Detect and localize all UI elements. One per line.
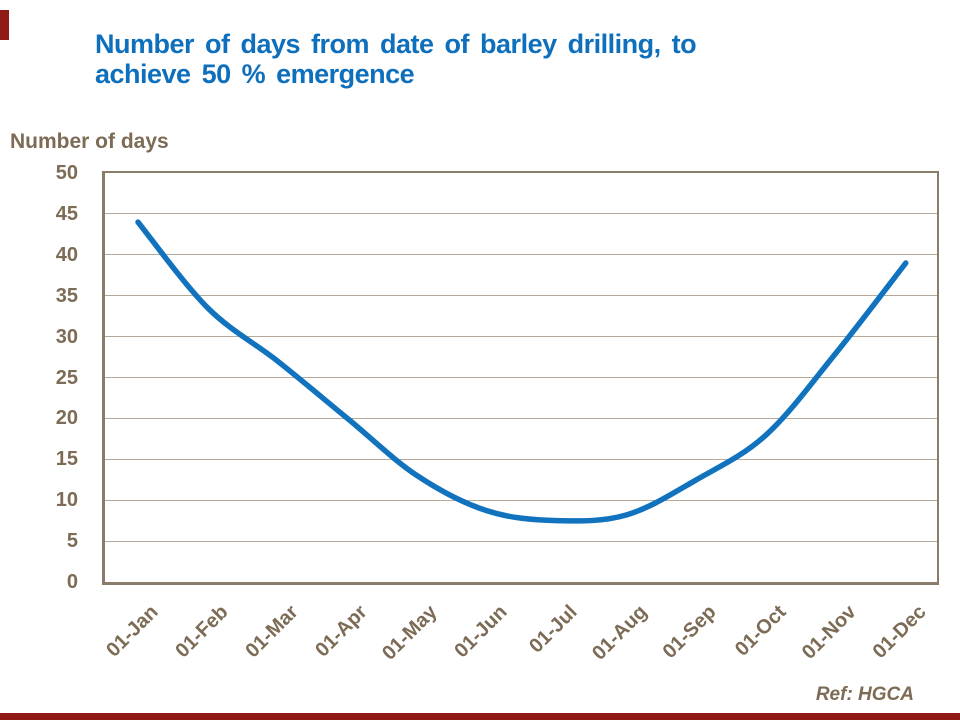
x-tick-label-01-Sep: 01-Sep xyxy=(659,601,721,663)
x-tick-label-01-Feb: 01-Feb xyxy=(171,601,233,663)
gridline-y-45 xyxy=(105,213,937,215)
x-tick-label-01-Dec: 01-Dec xyxy=(868,601,931,663)
gridline-y-40 xyxy=(105,254,937,256)
accent-bar-top-left xyxy=(0,10,9,40)
x-tick-label-01-Oct: 01-Oct xyxy=(731,601,791,661)
plot-area xyxy=(102,171,939,585)
y-tick-label-10: 10 xyxy=(55,489,78,512)
y-tick-label-40: 40 xyxy=(55,243,78,266)
x-tick-label-01-Jan: 01-Jan xyxy=(102,601,163,662)
y-tick-label-25: 25 xyxy=(55,366,78,389)
gridline-y-5 xyxy=(105,540,937,542)
reference-note: Ref: HGCA xyxy=(815,684,914,705)
y-tick-label-50: 50 xyxy=(55,162,78,184)
chart-title-line1: Number of days from date of barley drill… xyxy=(95,29,697,59)
x-tick-label-01-Jul: 01-Jul xyxy=(524,601,582,658)
x-tick-label-01-May: 01-May xyxy=(378,601,442,665)
x-tick-label-01-Apr: 01-Apr xyxy=(311,601,372,662)
gridline-y-15 xyxy=(105,458,937,460)
x-tick-label-01-Nov: 01-Nov xyxy=(797,601,861,664)
y-tick-label-45: 45 xyxy=(55,202,78,225)
y-axis-title: Number of days xyxy=(10,130,169,153)
gridline-y-35 xyxy=(105,295,937,297)
x-tick-label-01-Mar: 01-Mar xyxy=(240,601,303,663)
y-tick-label-20: 20 xyxy=(55,407,78,430)
chart-title-line2: achieve 50 % emergence xyxy=(95,59,415,89)
y-tick-label-0: 0 xyxy=(66,571,78,593)
y-tick-label-5: 5 xyxy=(66,530,78,553)
gridline-y-25 xyxy=(105,377,937,378)
emergence-curve-path xyxy=(135,219,909,524)
x-tick-label-01-Jun: 01-Jun xyxy=(450,601,512,663)
y-axis-tick-labels: 0 5 10 15 20 25 30 35 40 45 50 xyxy=(0,162,80,593)
y-tick-label-35: 35 xyxy=(55,284,78,307)
chart-title: Number of days from date of barley drill… xyxy=(95,29,697,89)
gridline-y-10 xyxy=(105,499,937,501)
y-tick-label-15: 15 xyxy=(55,448,78,471)
accent-bar-bottom xyxy=(0,713,960,720)
gridline-y-20 xyxy=(105,417,937,419)
emergence-curve xyxy=(135,219,909,524)
gridline-y-30 xyxy=(105,336,937,338)
y-tick-label-30: 30 xyxy=(55,325,78,348)
x-tick-label-01-Aug: 01-Aug xyxy=(587,601,652,665)
